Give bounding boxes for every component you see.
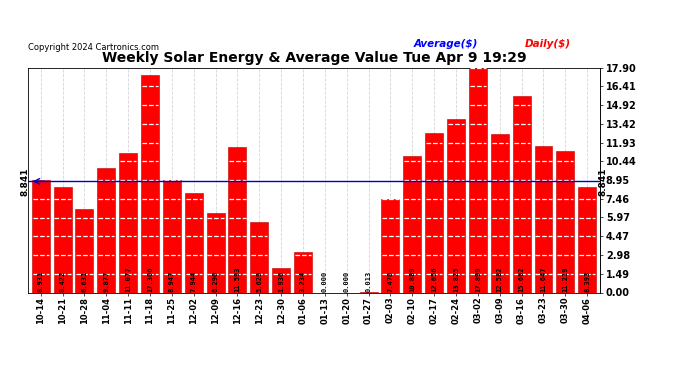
Text: 12.656: 12.656 bbox=[431, 267, 437, 292]
Text: 12.582: 12.582 bbox=[497, 267, 503, 292]
Bar bbox=[97, 168, 115, 292]
Title: Weekly Solar Energy & Average Value Tue Apr 9 19:29: Weekly Solar Energy & Average Value Tue … bbox=[101, 51, 526, 65]
Text: 11.647: 11.647 bbox=[540, 267, 546, 292]
Bar bbox=[578, 187, 596, 292]
Text: Daily($): Daily($) bbox=[524, 39, 571, 50]
Text: 0.013: 0.013 bbox=[366, 271, 372, 292]
Text: 8.947: 8.947 bbox=[169, 271, 175, 292]
Bar bbox=[294, 252, 312, 292]
Text: 17.306: 17.306 bbox=[147, 267, 153, 292]
Text: 9.877: 9.877 bbox=[104, 271, 109, 292]
Text: 11.077: 11.077 bbox=[125, 267, 131, 292]
Text: 5.629: 5.629 bbox=[256, 271, 262, 292]
Text: 17.899: 17.899 bbox=[475, 267, 481, 292]
Bar bbox=[206, 213, 224, 292]
Bar bbox=[141, 75, 159, 292]
Text: Average($): Average($) bbox=[414, 39, 478, 50]
Text: 6.631: 6.631 bbox=[81, 271, 88, 292]
Text: 8.841: 8.841 bbox=[598, 167, 607, 196]
Bar bbox=[32, 180, 50, 292]
Bar bbox=[556, 152, 574, 292]
Bar bbox=[272, 268, 290, 292]
Text: 8.841: 8.841 bbox=[21, 167, 30, 196]
Bar bbox=[491, 134, 509, 292]
Bar bbox=[185, 193, 203, 292]
Bar bbox=[404, 156, 422, 292]
Bar bbox=[535, 146, 553, 292]
Text: 3.234: 3.234 bbox=[300, 271, 306, 292]
Bar bbox=[75, 209, 93, 292]
Bar bbox=[447, 119, 465, 292]
Text: 15.662: 15.662 bbox=[519, 267, 524, 292]
Text: 6.290: 6.290 bbox=[213, 271, 219, 292]
Text: 0.000: 0.000 bbox=[322, 271, 328, 292]
Text: 0.000: 0.000 bbox=[344, 271, 350, 292]
Text: 8.422: 8.422 bbox=[59, 271, 66, 292]
Text: 10.889: 10.889 bbox=[409, 267, 415, 292]
Text: 7.944: 7.944 bbox=[190, 271, 197, 292]
Text: Copyright 2024 Cartronics.com: Copyright 2024 Cartronics.com bbox=[28, 43, 159, 52]
Text: 8.393: 8.393 bbox=[584, 271, 590, 292]
Text: 11.593: 11.593 bbox=[235, 267, 240, 292]
Bar bbox=[163, 180, 181, 292]
Text: 13.825: 13.825 bbox=[453, 267, 459, 292]
Bar bbox=[469, 68, 487, 292]
Bar bbox=[382, 199, 400, 292]
Bar bbox=[119, 153, 137, 292]
Bar bbox=[513, 96, 531, 292]
Text: 8.931: 8.931 bbox=[38, 271, 43, 292]
Text: 1.930: 1.930 bbox=[278, 271, 284, 292]
Bar bbox=[54, 187, 72, 292]
Text: 7.470: 7.470 bbox=[388, 271, 393, 292]
Bar bbox=[425, 134, 443, 292]
Bar bbox=[250, 222, 268, 292]
Bar bbox=[228, 147, 246, 292]
Text: 11.219: 11.219 bbox=[562, 267, 569, 292]
